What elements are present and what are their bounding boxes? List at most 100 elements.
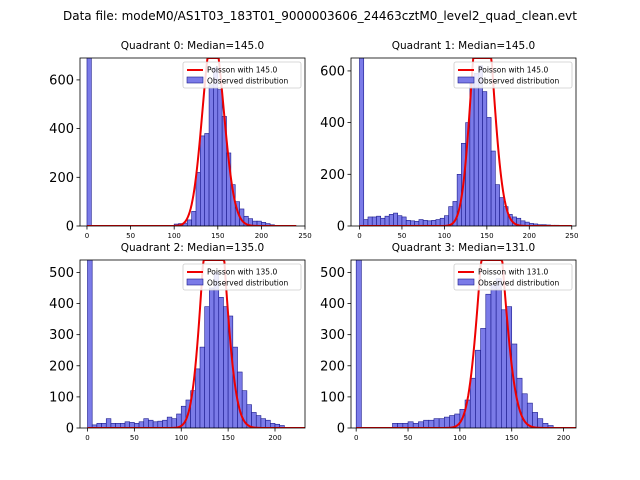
legend-box: [182, 263, 302, 291]
quadrant-2-axes-frame: [79, 259, 306, 429]
y-tick-label: 300: [49, 328, 74, 343]
x-tick-label: 200: [523, 232, 536, 240]
histogram-bar: [376, 215, 382, 226]
histogram-bar: [490, 284, 497, 428]
y-tick-label: 200: [320, 359, 345, 374]
histogram-bar: [359, 58, 365, 226]
histogram-bar: [475, 349, 481, 428]
y-tick-label: 200: [49, 359, 74, 374]
quadrant-1-plot-area: [359, 58, 573, 226]
histogram-bar: [388, 214, 394, 226]
histogram-bar: [162, 419, 168, 428]
histogram-bar: [218, 297, 224, 428]
histogram-bar: [367, 216, 373, 226]
y-tick-label: 400: [49, 297, 74, 312]
histogram-bar: [217, 89, 223, 226]
histogram-bar: [495, 278, 502, 428]
quadrant-3-plot-area: [355, 260, 576, 428]
histogram-bar: [499, 197, 505, 226]
histogram-bar: [486, 117, 492, 226]
x-tick-label: 150: [505, 434, 518, 442]
histogram-bar: [86, 58, 92, 226]
y-tick-label: 0: [337, 422, 345, 437]
histogram-bar: [191, 211, 197, 226]
histogram-bar: [473, 73, 479, 226]
histogram-bar: [265, 419, 271, 428]
x-tick-label: 0: [85, 434, 89, 442]
y-tick-label: 400: [49, 122, 74, 137]
quadrant-1-chart: Quadrant 1: Median=145.0 0 200 400 600 0 50 100…: [320, 40, 578, 240]
x-tick-label: 200: [268, 434, 281, 442]
histogram-bar: [438, 418, 445, 428]
y-tick-label: 200: [320, 168, 345, 183]
histogram-bar: [143, 418, 149, 428]
x-tick-label: 100: [438, 232, 451, 240]
histogram-bar: [255, 415, 262, 428]
quadrant-0-chart: Quadrant 0: Median=145.0 0 200 400 600 0 50 100…: [49, 40, 312, 240]
x-tick-label: 100: [167, 232, 180, 240]
legend-observed-swatch: [186, 278, 204, 286]
histogram-bar: [251, 412, 257, 428]
histogram-bar: [157, 420, 163, 428]
histogram-bar: [355, 260, 362, 428]
poisson-curve: [87, 260, 305, 428]
x-tick-label: 250: [298, 232, 311, 240]
histogram-bar: [401, 216, 407, 226]
histogram-bar: [423, 419, 430, 428]
histogram-bar: [204, 133, 210, 226]
legend-observed-label: Observed distribution: [478, 77, 559, 86]
histogram-bar: [213, 272, 220, 428]
histogram-bar: [208, 84, 214, 226]
histogram-bar: [171, 418, 177, 428]
histogram-bar: [209, 287, 215, 428]
histogram-bar: [204, 306, 210, 428]
x-tick-label: 0: [85, 232, 89, 240]
x-tick-label: 250: [565, 232, 578, 240]
histogram-bar: [439, 217, 445, 226]
legend-observed-label: Observed distribution: [478, 279, 559, 288]
histogram-bar: [371, 216, 377, 226]
histogram-bar: [186, 219, 192, 226]
x-tick-label: 200: [557, 434, 570, 442]
x-tick-label: 50: [126, 232, 135, 240]
x-tick-label: 100: [453, 434, 466, 442]
histogram-bar: [380, 217, 386, 226]
histogram-bar: [490, 150, 496, 226]
y-tick-label: 0: [66, 220, 74, 235]
histogram-bar: [444, 215, 449, 226]
legend-poisson-label: Poisson with 145.0: [207, 66, 277, 75]
y-tick-label: 500: [320, 266, 345, 281]
y-tick-label: 300: [320, 328, 345, 343]
legend-poisson-label: Poisson with 145.0: [478, 66, 548, 75]
histogram-bar: [501, 309, 507, 428]
y-tick-label: 0: [66, 422, 74, 437]
histogram-bar: [433, 418, 440, 428]
histogram-bar: [482, 91, 488, 226]
histogram-bar: [384, 215, 390, 226]
legend-observed-label: Observed distribution: [207, 77, 288, 86]
legend-box: [453, 61, 573, 89]
histogram-bar: [213, 67, 219, 226]
x-tick-label: 50: [130, 434, 139, 442]
y-tick-label: 200: [49, 171, 74, 186]
histogram-bar: [537, 418, 544, 428]
histogram-bar: [393, 212, 398, 226]
y-tick-label: 100: [320, 390, 345, 405]
histogram-bar: [195, 172, 201, 226]
histogram-bar: [469, 377, 476, 428]
histogram-bar: [485, 293, 492, 428]
quadrant-1-axes-frame: [350, 57, 577, 227]
histogram-bar: [260, 418, 266, 428]
x-tick-label: 0: [357, 232, 361, 240]
histogram-bar: [428, 419, 435, 428]
legend-box: [453, 263, 573, 291]
histogram-bar: [166, 416, 173, 428]
quadrant-1-title: Quadrant 1: Median=145.0: [392, 40, 535, 52]
legend-poisson-label: Poisson with 131.0: [478, 268, 548, 277]
quadrant-0-axes-frame: [79, 57, 306, 227]
quadrant-2-plot-area: [87, 260, 305, 428]
y-tick-label: 400: [320, 116, 345, 131]
x-tick-label: 100: [175, 434, 188, 442]
quadrant-2-title: Quadrant 2: Median=135.0: [121, 242, 264, 254]
